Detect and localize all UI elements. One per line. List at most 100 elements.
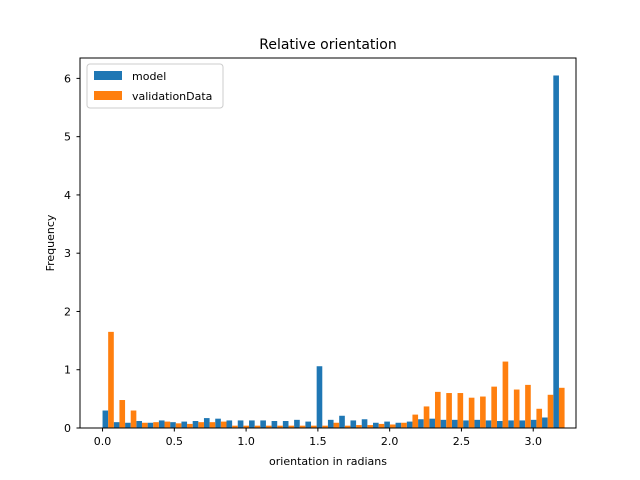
- bar-validation-2: [130, 410, 137, 428]
- bar-model-3: [136, 421, 142, 428]
- legend-swatch-model: [94, 71, 122, 80]
- bar-model-2: [125, 422, 131, 428]
- bar-validation-7: [187, 423, 193, 428]
- y-axis-label: Frequency: [44, 214, 57, 271]
- bar-model-17: [294, 419, 300, 428]
- bar-model-19: [316, 366, 323, 428]
- bar-model-33: [474, 419, 481, 428]
- y-tick-label: 0: [64, 422, 71, 435]
- bar-validation-26: [401, 422, 407, 428]
- bar-model-34: [485, 420, 492, 428]
- bar-validation-40: [558, 387, 565, 428]
- bar-model-22: [350, 420, 357, 428]
- bar-model-37: [519, 420, 526, 428]
- bars-group: [102, 75, 565, 428]
- bar-validation-11: [232, 425, 238, 428]
- bar-model-13: [249, 420, 255, 428]
- x-tick-label: 0.5: [166, 435, 184, 448]
- bar-validation-10: [220, 421, 227, 428]
- bar-validation-12: [243, 425, 250, 428]
- chart-title: Relative orientation: [259, 37, 397, 53]
- bar-validation-16: [288, 425, 295, 428]
- bar-validation-20: [333, 422, 340, 428]
- bar-validation-30: [446, 393, 452, 428]
- bar-validation-6: [175, 423, 182, 428]
- legend: model validationData: [86, 63, 224, 109]
- x-ticks: 0.0 0.5 1.0 1.5 2.0 2.5 3.0: [94, 428, 542, 448]
- bar-validation-5: [164, 421, 171, 428]
- bar-validation-4: [153, 422, 159, 428]
- bar-validation-39: [547, 394, 554, 428]
- bar-model-5: [158, 420, 165, 428]
- bar-validation-27: [412, 414, 419, 428]
- bar-validation-14: [265, 425, 272, 428]
- bar-model-14: [260, 420, 266, 428]
- bar-validation-0: [108, 331, 114, 428]
- bar-validation-29: [434, 391, 441, 428]
- bar-validation-34: [491, 386, 497, 428]
- legend-label-validation: validationData: [132, 90, 212, 103]
- bar-model-6: [170, 422, 176, 428]
- y-tick-label: 1: [64, 364, 71, 377]
- bar-validation-24: [378, 423, 385, 428]
- bar-validation-13: [254, 425, 261, 428]
- bar-validation-25: [389, 424, 396, 428]
- bar-validation-15: [277, 425, 283, 428]
- bar-validation-33: [480, 396, 486, 428]
- bar-model-29: [429, 418, 435, 428]
- bar-model-8: [192, 421, 199, 428]
- bar-validation-31: [457, 393, 464, 428]
- bar-validation-32: [468, 397, 475, 428]
- y-tick-label: 6: [64, 72, 71, 85]
- bar-model-1: [113, 422, 120, 428]
- bar-model-12: [237, 420, 244, 428]
- bar-model-32: [463, 420, 469, 428]
- bar-validation-9: [209, 422, 216, 428]
- x-axis-label: orientation in radians: [269, 455, 387, 468]
- bar-validation-8: [198, 422, 204, 428]
- legend-swatch-validation: [94, 91, 122, 100]
- x-tick-label: 3.0: [524, 435, 542, 448]
- plot-frame: [79, 57, 577, 429]
- bar-model-35: [496, 421, 503, 428]
- bar-validation-22: [356, 425, 362, 428]
- bar-validation-18: [311, 425, 317, 428]
- bar-model-40: [553, 75, 559, 428]
- bar-validation-21: [344, 425, 351, 428]
- bar-model-15: [271, 421, 278, 428]
- bar-model-21: [339, 415, 345, 428]
- bar-model-31: [451, 419, 458, 428]
- bar-model-9: [203, 418, 210, 428]
- bar-validation-35: [502, 361, 509, 428]
- bar-validation-37: [525, 384, 531, 428]
- y-tick-label: 3: [64, 247, 71, 260]
- bar-validation-17: [299, 425, 306, 428]
- bar-model-20: [327, 419, 334, 428]
- x-tick-label: 0.0: [94, 435, 112, 448]
- bar-model-4: [147, 422, 154, 428]
- bar-model-27: [406, 421, 413, 428]
- bar-model-16: [282, 421, 289, 428]
- bar-model-18: [305, 421, 312, 428]
- bar-model-23: [361, 419, 368, 428]
- bar-model-38: [530, 419, 537, 428]
- bar-model-25: [384, 421, 390, 428]
- bar-validation-3: [141, 422, 148, 428]
- bar-model-24: [373, 422, 379, 428]
- bar-model-26: [395, 422, 402, 428]
- y-ticks: 0 1 2 3 4 5 6: [64, 72, 80, 435]
- legend-label-model: model: [132, 70, 166, 83]
- x-tick-label: 1.5: [309, 435, 327, 448]
- bar-model-0: [102, 410, 109, 428]
- bar-model-7: [181, 421, 188, 428]
- bar-validation-36: [513, 389, 520, 428]
- bar-model-10: [215, 418, 221, 428]
- x-tick-label: 1.0: [237, 435, 255, 448]
- bar-validation-19: [322, 425, 328, 428]
- y-tick-label: 5: [64, 131, 71, 144]
- x-tick-label: 2.5: [453, 435, 471, 448]
- y-tick-label: 2: [64, 305, 71, 318]
- x-tick-label: 2.0: [381, 435, 399, 448]
- y-tick-label: 4: [64, 189, 71, 202]
